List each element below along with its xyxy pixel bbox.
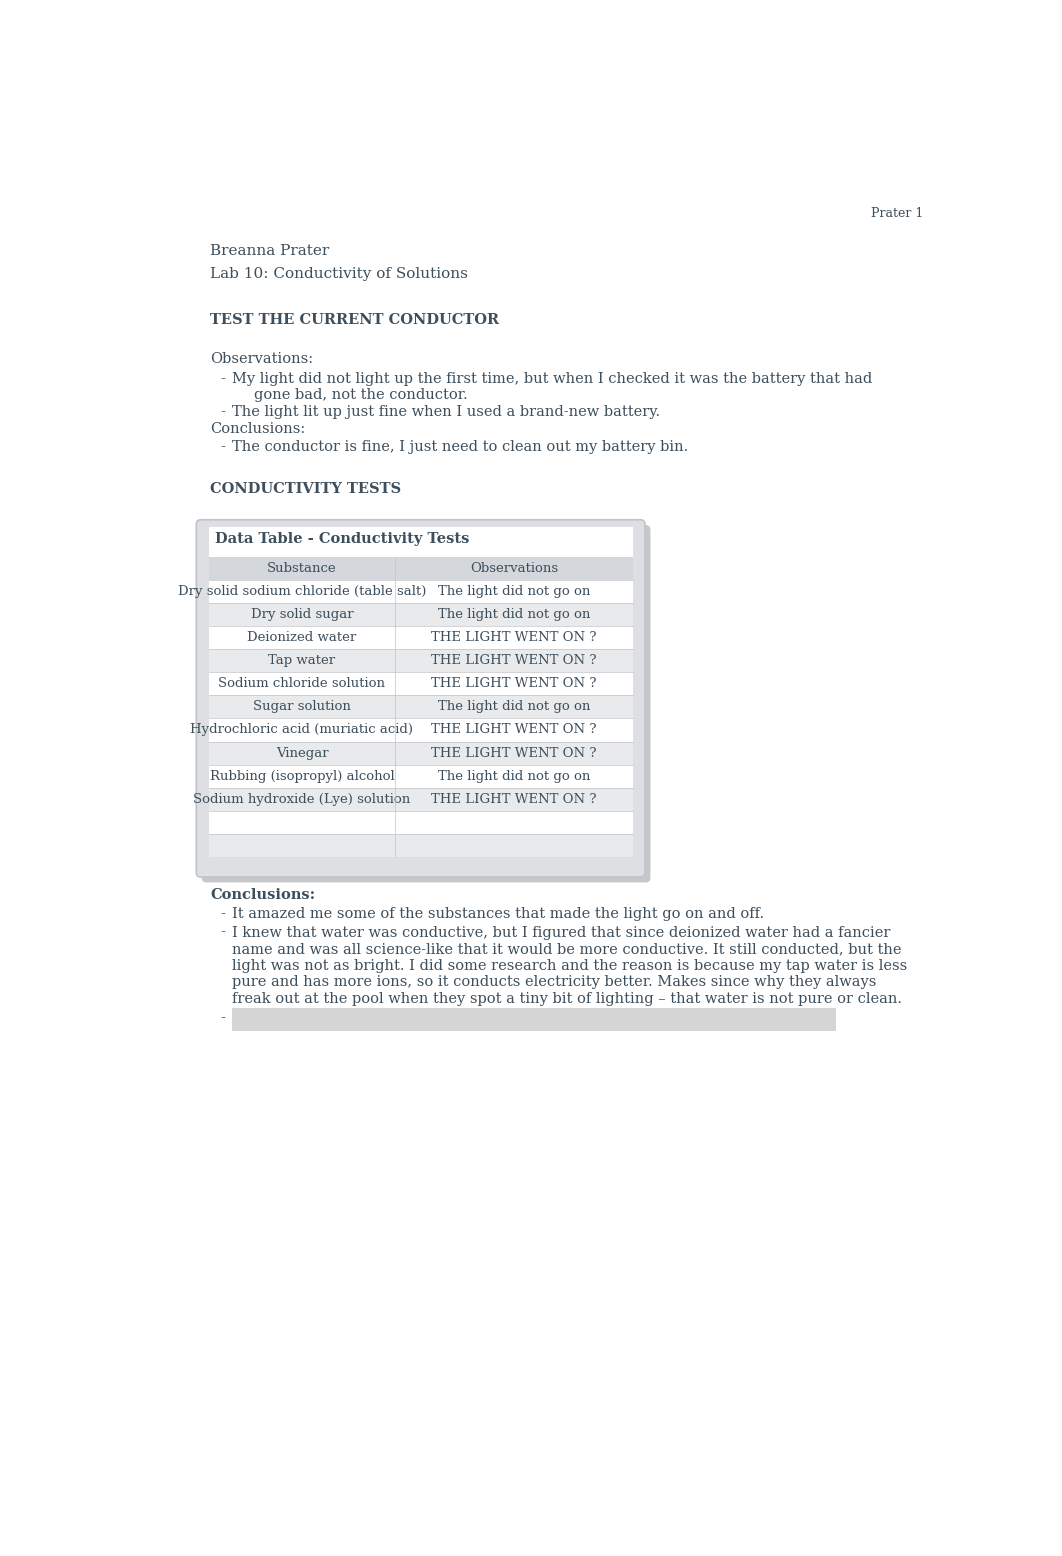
- Bar: [209, 672, 633, 696]
- Text: THE LIGHT WENT ON ?: THE LIGHT WENT ON ?: [431, 654, 597, 668]
- Text: The light did not go on: The light did not go on: [438, 770, 590, 783]
- Text: CONDUCTIVITY TESTS: CONDUCTIVITY TESTS: [210, 482, 401, 496]
- FancyBboxPatch shape: [202, 524, 650, 882]
- Text: The light did not go on: The light did not go on: [438, 608, 590, 621]
- Text: gone bad, not the conductor.: gone bad, not the conductor.: [254, 389, 467, 403]
- Bar: [209, 696, 633, 719]
- Text: Hydrochloric acid (muriatic acid): Hydrochloric acid (muriatic acid): [190, 724, 413, 736]
- Bar: [209, 834, 633, 857]
- Bar: [209, 626, 633, 649]
- Text: Substance: Substance: [268, 562, 337, 574]
- Text: The light did not go on: The light did not go on: [438, 585, 590, 598]
- Text: Vinegar: Vinegar: [276, 747, 328, 759]
- Bar: [209, 719, 633, 742]
- Text: Observations:: Observations:: [210, 352, 313, 366]
- Bar: [209, 742, 633, 764]
- Text: Conclusions:: Conclusions:: [210, 888, 315, 902]
- Text: The conductor is fine, I just need to clean out my battery bin.: The conductor is fine, I just need to cl…: [232, 440, 688, 454]
- Bar: [209, 787, 633, 811]
- Text: name and was all science-like that it would be more conductive. It still conduct: name and was all science-like that it wo…: [232, 941, 902, 955]
- Text: THE LIGHT WENT ON ?: THE LIGHT WENT ON ?: [431, 724, 597, 736]
- Text: Sodium chloride solution: Sodium chloride solution: [219, 677, 386, 691]
- Text: The light lit up just fine when I used a brand-new battery.: The light lit up just fine when I used a…: [232, 405, 661, 419]
- Text: -: -: [220, 440, 225, 454]
- Text: Conclusions:: Conclusions:: [210, 422, 306, 436]
- Bar: [209, 764, 633, 787]
- Bar: [209, 557, 633, 580]
- Text: -: -: [220, 1011, 225, 1025]
- Text: Rubbing (isopropyl) alcohol: Rubbing (isopropyl) alcohol: [209, 770, 394, 783]
- Bar: [209, 527, 633, 557]
- Text: THE LIGHT WENT ON ?: THE LIGHT WENT ON ?: [431, 632, 597, 644]
- Text: Breanna Prater: Breanna Prater: [210, 244, 329, 258]
- Text: Sodium hydroxide (Lye) solution: Sodium hydroxide (Lye) solution: [193, 792, 411, 806]
- Text: Sugar solution: Sugar solution: [253, 700, 350, 713]
- Text: TEST THE CURRENT CONDUCTOR: TEST THE CURRENT CONDUCTOR: [210, 313, 499, 327]
- Text: I knew that water was conductive, but I figured that since deionized water had a: I knew that water was conductive, but I …: [232, 926, 890, 940]
- Bar: [232, 1008, 837, 1032]
- Text: pure and has more ions, so it conducts electricity better. Makes since why they : pure and has more ions, so it conducts e…: [232, 976, 876, 990]
- Text: THE LIGHT WENT ON ?: THE LIGHT WENT ON ?: [431, 677, 597, 691]
- FancyBboxPatch shape: [196, 520, 645, 878]
- Text: Data Table - Conductivity Tests: Data Table - Conductivity Tests: [215, 532, 469, 546]
- Bar: [209, 602, 633, 626]
- Text: -: -: [220, 372, 225, 386]
- Bar: [209, 580, 633, 602]
- Text: Lab 10: Conductivity of Solutions: Lab 10: Conductivity of Solutions: [210, 266, 468, 280]
- Bar: [209, 649, 633, 672]
- Bar: [209, 811, 633, 834]
- Text: light was not as bright. I did some research and the reason is because my tap wa: light was not as bright. I did some rese…: [232, 958, 907, 972]
- Text: Dry solid sugar: Dry solid sugar: [251, 608, 354, 621]
- Text: Deionized water: Deionized water: [247, 632, 357, 644]
- Text: -: -: [220, 926, 225, 940]
- Text: My light did not light up the first time, but when I checked it was the battery : My light did not light up the first time…: [232, 372, 872, 386]
- Text: -: -: [220, 907, 225, 921]
- Text: The light did not go on: The light did not go on: [438, 700, 590, 713]
- Text: Prater 1: Prater 1: [871, 207, 923, 219]
- Text: Observations: Observations: [469, 562, 558, 574]
- Text: THE LIGHT WENT ON ?: THE LIGHT WENT ON ?: [431, 747, 597, 759]
- Text: Tap water: Tap water: [269, 654, 336, 668]
- Text: -: -: [220, 405, 225, 419]
- Text: THE LIGHT WENT ON ?: THE LIGHT WENT ON ?: [431, 792, 597, 806]
- Text: It amazed me some of the substances that made the light go on and off.: It amazed me some of the substances that…: [232, 907, 764, 921]
- Text: freak out at the pool when they spot a tiny bit of lighting – that water is not : freak out at the pool when they spot a t…: [232, 991, 902, 1005]
- Text: Dry solid sodium chloride (table salt): Dry solid sodium chloride (table salt): [177, 585, 426, 598]
